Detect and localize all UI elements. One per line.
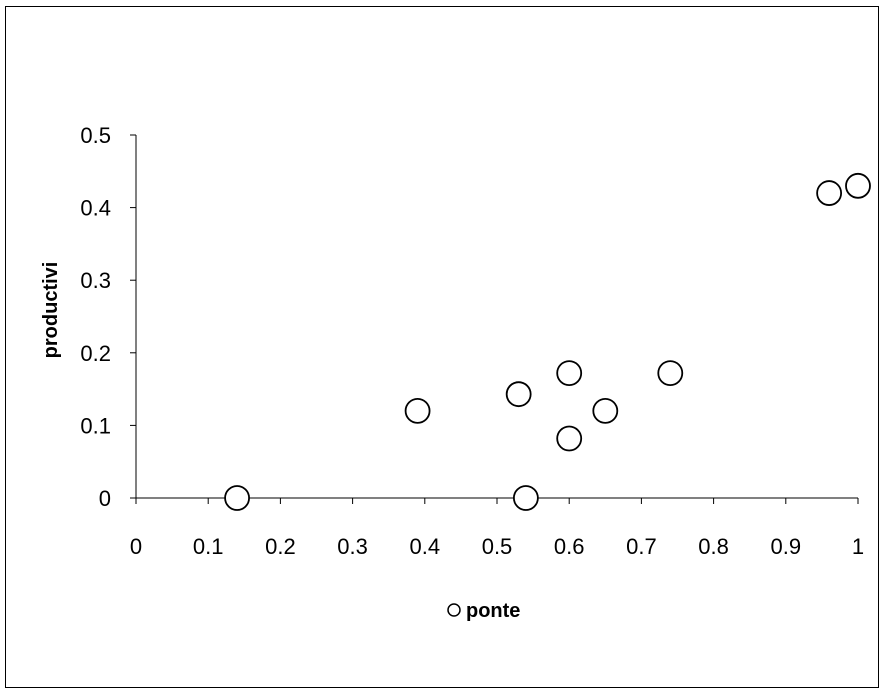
x-tick-label: 0.3: [337, 534, 368, 559]
x-tick-label: 0.7: [626, 534, 657, 559]
y-tick-label: 0.5: [80, 123, 111, 148]
x-tick-label: 0.1: [193, 534, 224, 559]
chart-area: [5, 6, 879, 688]
x-tick-label: 0.8: [698, 534, 729, 559]
y-tick-label: 0.2: [80, 341, 111, 366]
y-tick-label: 0.3: [80, 268, 111, 293]
y-axis-title: productivi: [40, 262, 62, 359]
data-point: [404, 397, 431, 424]
data-point: [556, 360, 583, 387]
x-ticks: 0 0.1 0.2 0.3 0.4 0.5 0.6 0.7 0.8 0.9 1: [130, 498, 864, 559]
x-tick-label: 0: [130, 534, 142, 559]
legend-label: ponte: [466, 600, 520, 622]
data-point: [657, 360, 684, 387]
x-tick-label: 0.2: [265, 534, 296, 559]
x-tick-label: 1: [852, 534, 864, 559]
y-tick-label: 0.1: [80, 413, 111, 438]
x-tick-label: 0.6: [554, 534, 585, 559]
data-point: [224, 485, 250, 511]
y-tick-label: 0.4: [80, 196, 111, 221]
data-points: [224, 172, 871, 511]
data-point: [592, 397, 619, 424]
y-tick-label: 0: [99, 486, 111, 511]
axes: [135, 135, 858, 499]
data-point: [505, 381, 532, 408]
y-ticks: 0 0.1 0.2 0.3 0.4 0.5: [80, 123, 136, 511]
data-point: [816, 180, 843, 206]
legend: ponte: [447, 600, 520, 622]
x-tick-label: 0.5: [482, 534, 513, 559]
x-tick-label: 0.4: [410, 534, 441, 559]
data-point: [512, 485, 539, 511]
x-tick-label: 0.9: [771, 534, 802, 559]
legend-marker: [447, 603, 461, 617]
data-point: [556, 425, 583, 452]
data-point: [845, 172, 871, 199]
